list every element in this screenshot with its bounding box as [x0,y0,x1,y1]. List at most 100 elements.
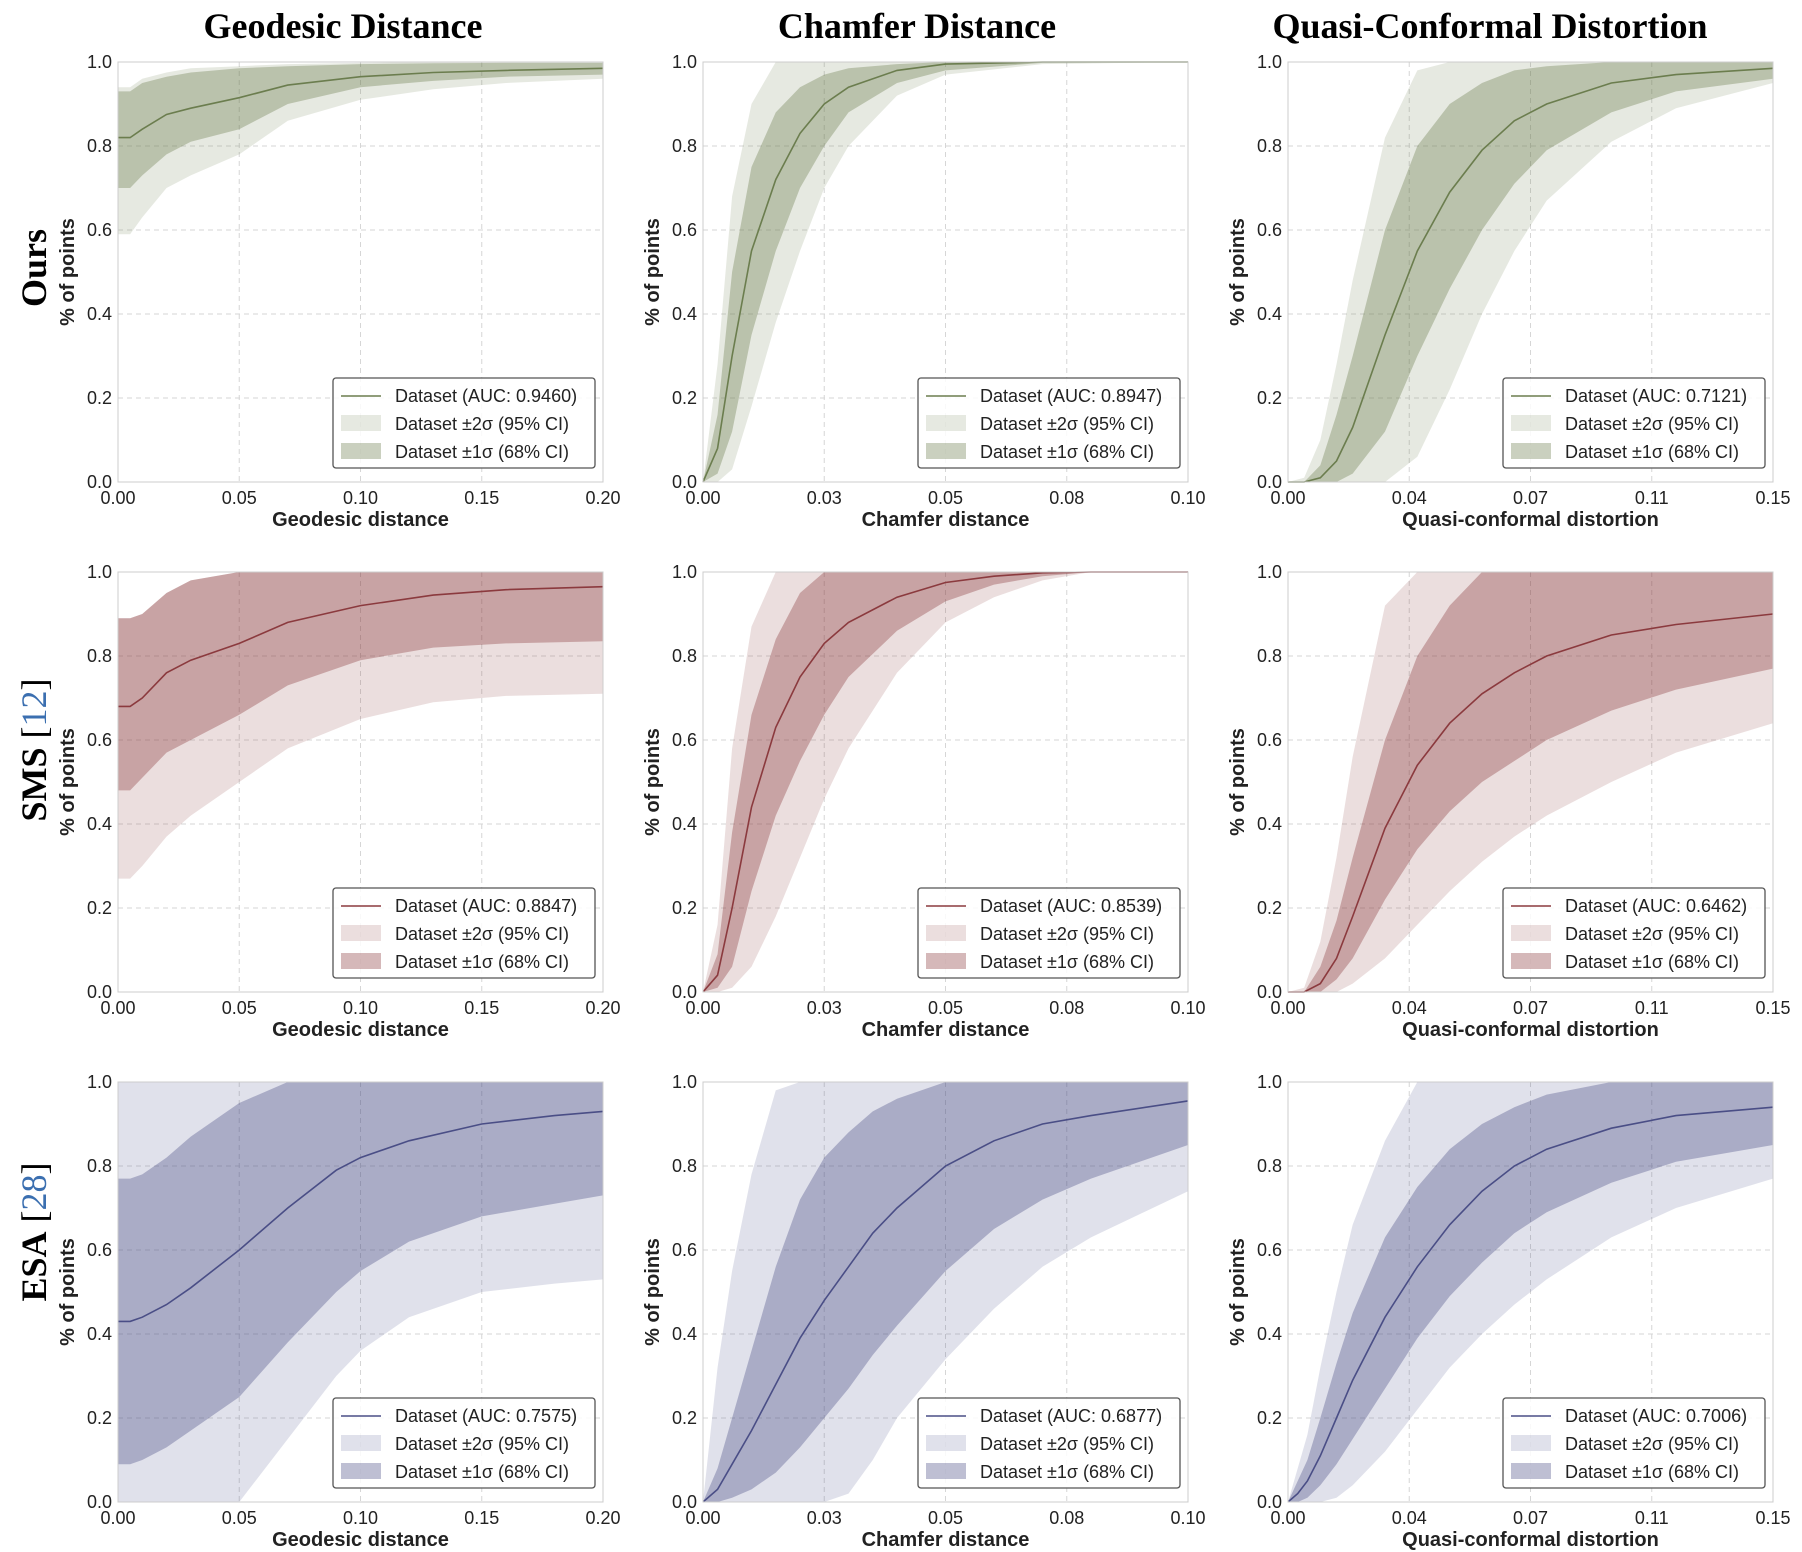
panel-2-0: 0.00 0.05 0.10 0.15 0.20 0.0 0.2 0.4 0.6 0.8 1.0 Ge… [57,1072,621,1551]
band-1sigma [118,1082,603,1465]
axes-frame [1287,1081,1774,1503]
y-tick-label: 0.2 [87,388,112,408]
y-tick-label: 0.4 [1257,1324,1282,1344]
citation-link-12: 12 [14,690,54,726]
legend-label-1sigma: Dataset ±1σ (68% CI) [1565,952,1739,972]
x-tick-label: 0.08 [1049,488,1084,508]
mean-curve [1287,1106,1774,1503]
x-tick-label: 0.00 [1270,488,1305,508]
legend-swatch-1sigma [926,953,966,969]
band-2sigma [1288,62,1773,482]
legend-swatch-1sigma [926,1463,966,1479]
band-2sigma [703,572,1188,992]
y-tick-label: 1.0 [672,52,697,72]
y-tick-label: 0.4 [672,1324,697,1344]
legend-label-2sigma: Dataset ±2σ (95% CI) [1565,1434,1739,1454]
mean-curve [1288,613,1774,993]
legend-swatch-1sigma [1511,1463,1551,1479]
y-axis-label: % of points [642,1238,664,1346]
x-tick-label: 0.03 [807,998,842,1018]
y-tick-label: 0.6 [1257,220,1282,240]
band-2sigma [118,572,603,879]
legend-label-mean: Dataset (AUC: 0.8947) [980,386,1162,406]
x-tick-label: 0.20 [585,998,620,1018]
legend-label-2sigma: Dataset ±2σ (95% CI) [395,414,569,434]
band-1sigma [118,62,603,189]
panel-0-1: 0.00 0.03 0.05 0.08 0.10 0.0 0.2 0.4 0.6 0.8 1.0 Ch… [642,52,1206,531]
y-tick-label: 0.0 [672,472,697,492]
x-axis-label: Geodesic distance [272,509,449,531]
mean-curve [118,585,604,708]
legend-box [332,1397,596,1489]
y-tick-label: 0.6 [87,1240,112,1260]
y-tick-label: 0.6 [87,730,112,750]
mean-curve [118,67,604,139]
y-tick-label: 0.4 [672,814,697,834]
x-axis-label: Quasi-conformal distortion [1402,1019,1659,1041]
y-axis-label: % of points [57,1238,79,1346]
band-2sigma [118,62,603,235]
axes-frame [1287,571,1774,993]
axes-frame [702,61,1189,483]
y-tick-label: 0.6 [672,1240,697,1260]
band-2sigma [1288,572,1773,992]
y-tick-label: 0.0 [672,1492,697,1512]
mean-curve [118,1110,604,1323]
legend-box [332,377,596,469]
x-tick-label: 0.00 [1270,998,1305,1018]
x-axis-label: Geodesic distance [272,1019,449,1041]
row-title-esa: ESA [28] [14,1162,54,1301]
legend-box [917,1397,1181,1489]
legend-label-mean: Dataset (AUC: 0.7575) [395,1406,577,1426]
y-tick-label: 0.8 [672,1156,697,1176]
y-tick-label: 0.8 [1257,136,1282,156]
legend-box [1502,377,1766,469]
x-tick-label: 0.00 [1270,1508,1305,1528]
panel-2-2: 0.00 0.04 0.07 0.11 0.15 0.0 0.2 0.4 0.6 0.8 1.0 Qu… [1227,1072,1791,1551]
x-tick-label: 0.00 [685,1508,720,1528]
mean-curve [702,571,1188,993]
x-tick-label: 0.00 [685,488,720,508]
mean-curve [702,1100,1189,1503]
x-tick-label: 0.10 [343,488,378,508]
axes-frame [117,571,604,993]
legend-swatch-1sigma [1511,443,1551,459]
x-tick-label: 0.11 [1635,1508,1669,1528]
x-tick-label: 0.00 [100,1508,135,1528]
chart-panels: 0.00 0.05 0.10 0.15 0.20 0.0 0.2 0.4 0.6 0.8 1.0 Ge… [57,52,1791,1551]
legend: Dataset (AUC: 0.7121) Dataset ±2σ (95% CI… [1502,377,1766,469]
column-title-chamfer: Chamfer Distance [778,6,1056,46]
y-tick-label: 1.0 [87,1072,112,1092]
y-tick-label: 0.8 [672,136,697,156]
legend-swatch-1sigma [341,1463,381,1479]
x-axis-label: Chamfer distance [862,1019,1030,1041]
legend-box [1502,887,1766,979]
legend: Dataset (AUC: 0.8847) Dataset ±2σ (95% CI… [332,887,596,979]
y-tick-label: 0.4 [1257,814,1282,834]
x-tick-label: 0.03 [807,1508,842,1528]
x-tick-label: 0.05 [222,998,257,1018]
x-tick-label: 0.20 [585,488,620,508]
panel-0-0: 0.00 0.05 0.10 0.15 0.20 0.0 0.2 0.4 0.6 0.8 1.0 Ge… [57,52,621,531]
y-tick-label: 0.2 [672,388,697,408]
y-axis-label: % of points [1227,218,1249,326]
band-1sigma [703,572,1188,992]
column-title-geodesic: Geodesic Distance [204,6,483,46]
legend: Dataset (AUC: 0.7006) Dataset ±2σ (95% CI… [1502,1397,1766,1489]
legend-box [917,377,1181,469]
panel-1-0: 0.00 0.05 0.10 0.15 0.20 0.0 0.2 0.4 0.6 0.8 1.0 Ge… [57,562,621,1041]
x-tick-label: 0.10 [1170,998,1205,1018]
y-tick-label: 0.8 [672,646,697,666]
y-tick-label: 0.6 [672,220,697,240]
x-tick-label: 0.05 [928,1508,963,1528]
x-axis-label: Quasi-conformal distortion [1402,509,1659,531]
x-axis-label: Geodesic distance [272,1529,449,1551]
y-axis-label: % of points [1227,1238,1249,1346]
legend: Dataset (AUC: 0.8947) Dataset ±2σ (95% CI… [917,377,1181,469]
legend-label-1sigma: Dataset ±1σ (68% CI) [980,952,1154,972]
band-2sigma [703,62,1188,482]
y-tick-label: 0.0 [1257,472,1282,492]
y-tick-label: 0.0 [672,982,697,1002]
y-tick-label: 1.0 [87,562,112,582]
legend-label-2sigma: Dataset ±2σ (95% CI) [980,414,1154,434]
